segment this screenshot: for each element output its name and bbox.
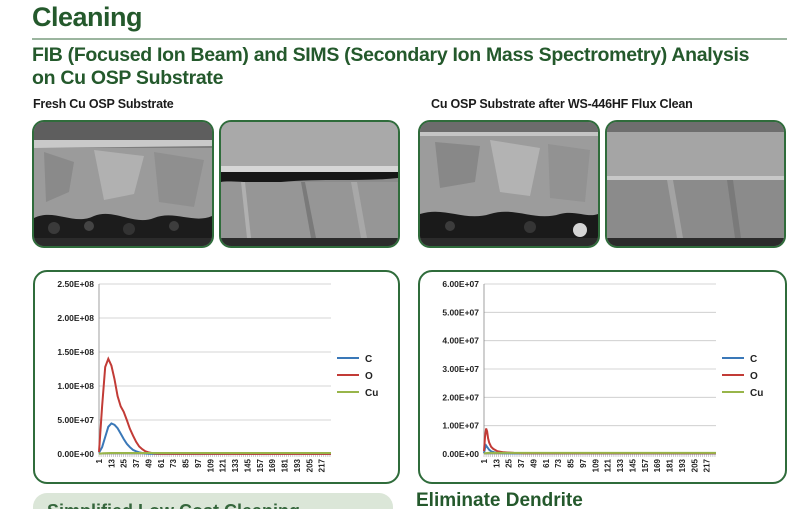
x-tick-label: 181: [666, 458, 675, 472]
x-tick-label: 133: [231, 458, 240, 472]
caption-fresh: Fresh Cu OSP Substrate: [33, 97, 174, 111]
x-tick-label: 193: [293, 458, 302, 472]
y-tick-label: 1.00E+08: [57, 381, 94, 391]
sims-chart-cleaned-plot: 0.00E+00 1.00E+07 2.00E+07 3.00E+07 4.00E+07…: [442, 279, 763, 472]
sims-chart-fresh: 0.00E+00 5.00E+07 1.00E+08 1.50E+08 2.00E+08…: [33, 270, 400, 484]
x-tick-label: 13: [107, 458, 116, 467]
x-tick-label: 61: [157, 458, 166, 467]
sims-chart-fresh-plot: 0.00E+00 5.00E+07 1.00E+08 1.50E+08 2.00E+08…: [57, 279, 378, 472]
fib-image-fresh-2: [219, 120, 400, 248]
y-tick-label: 5.00E+07: [57, 415, 94, 425]
fib-image-cleaned-2: [605, 120, 786, 248]
series-line-cu: [98, 452, 331, 455]
x-tick-label: 157: [641, 458, 650, 472]
fib-image-cleaned-1: [418, 120, 600, 248]
x-tick-label: 193: [678, 458, 687, 472]
x-tick-label: 25: [505, 458, 514, 467]
y-tick-label: 0.00E+00: [442, 449, 479, 459]
x-tick-label: 169: [268, 458, 277, 472]
x-tick-label: 109: [591, 458, 600, 472]
y-tick-label: 1.00E+07: [442, 421, 479, 431]
y-tick-label: 2.50E+08: [57, 279, 94, 289]
x-tick-label: 121: [604, 458, 613, 472]
x-tick-label: 97: [579, 458, 588, 467]
x-tick-label: 217: [318, 458, 327, 472]
section-subtitle: FIB (Focused Ion Beam) and SIMS (Seconda…: [32, 44, 750, 89]
dendrite-heading: Eliminate Dendrite: [416, 490, 583, 509]
x-tick-label: 37: [517, 458, 526, 467]
x-tick-label: 73: [169, 458, 178, 467]
fib-image-fresh-1: [32, 120, 214, 248]
y-tick-label: 1.50E+08: [57, 347, 94, 357]
series-line-o: [483, 428, 716, 455]
series-line-cu: [483, 451, 716, 455]
x-tick-label: 217: [703, 458, 712, 472]
section-title: Cleaning: [32, 2, 143, 32]
x-tick-label: 97: [194, 458, 203, 467]
x-tick-label: 1: [95, 458, 104, 463]
y-tick-label: 2.00E+08: [57, 313, 94, 323]
y-tick-label: 6.00E+07: [442, 279, 479, 289]
x-tick-label: 73: [554, 458, 563, 467]
x-tick-label: 181: [281, 458, 290, 472]
y-tick-label: 2.00E+07: [442, 392, 479, 402]
x-tick-label: 37: [132, 458, 141, 467]
caption-cleaned: Cu OSP Substrate after WS-446HF Flux Cle…: [431, 97, 693, 111]
x-tick-label: 205: [690, 458, 699, 472]
cleaning-panel-heading: Simplified Low Cost Cleaning: [47, 501, 300, 509]
x-tick-label: 49: [529, 458, 538, 467]
x-tick-label: 13: [492, 458, 501, 467]
legend-label-o: O: [365, 371, 373, 382]
x-tick-label: 145: [243, 458, 252, 472]
x-tick-label: 49: [144, 458, 153, 467]
x-tick-label: 109: [206, 458, 215, 472]
x-tick-label: 61: [542, 458, 551, 467]
x-tick-label: 133: [616, 458, 625, 472]
x-tick-label: 157: [256, 458, 265, 472]
legend-label-c: C: [365, 354, 372, 365]
y-tick-label: 5.00E+07: [442, 307, 479, 317]
x-tick-label: 85: [567, 458, 576, 467]
y-tick-label: 3.00E+07: [442, 364, 479, 374]
legend-label-c: C: [750, 354, 757, 365]
x-tick-label: 85: [182, 458, 191, 467]
sims-chart-cleaned: 0.00E+00 1.00E+07 2.00E+07 3.00E+07 4.00E+07…: [418, 270, 787, 484]
legend-label-cu: Cu: [365, 388, 378, 399]
x-tick-label: 1: [480, 458, 489, 463]
y-tick-label: 0.00E+00: [57, 449, 94, 459]
legend-label-cu: Cu: [750, 388, 763, 399]
x-tick-label: 145: [628, 458, 637, 472]
legend-label-o: O: [750, 371, 758, 382]
x-tick-label: 25: [120, 458, 129, 467]
x-tick-label: 121: [219, 458, 228, 472]
series-line-o: [98, 356, 332, 455]
title-divider: [32, 38, 787, 40]
y-tick-label: 4.00E+07: [442, 336, 479, 346]
x-tick-label: 205: [305, 458, 314, 472]
x-tick-label: 169: [653, 458, 662, 472]
cleaning-panel: [33, 493, 393, 509]
